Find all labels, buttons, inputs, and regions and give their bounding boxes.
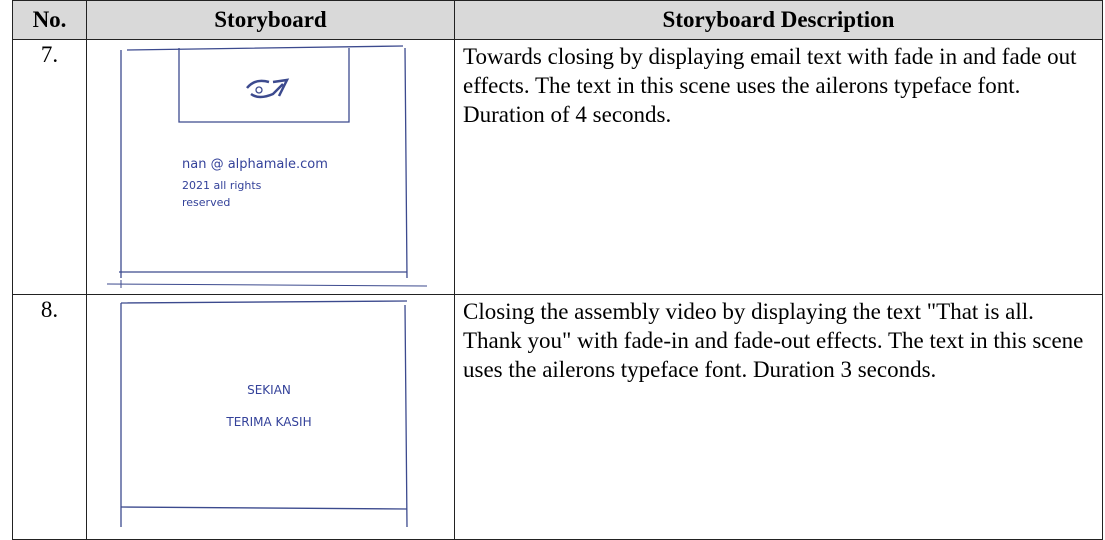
sketch: nan @ alphamale.com 2021 all rights rese… — [106, 45, 428, 288]
description: Towards closing by displaying email text… — [454, 39, 1103, 295]
sketch-cell: SEKIAN TERIMA KASIH — [86, 294, 455, 540]
header-cell: No. — [12, 0, 87, 40]
header-row: No. Storyboard Storyboard Description — [12, 0, 1103, 40]
row: 8. SEKIAN TERIMA KASIH Closing the assem… — [12, 294, 1103, 540]
sketch-text: SEKIAN — [247, 383, 291, 397]
page: {"table": { "header": ["No.", "Storyboar… — [12, 0, 1103, 540]
sketch: SEKIAN TERIMA KASIH — [120, 300, 408, 528]
sketch-text: reserved — [182, 196, 230, 209]
sketch-text: 2021 all rights — [182, 179, 262, 192]
row-number: 8. — [12, 294, 87, 540]
storyboard-table: No. Storyboard Storyboard Description 7.… — [12, 0, 1103, 540]
sketch-text: nan @ alphamale.com — [182, 157, 328, 172]
row: 7. nan @ alphamale.com 2021 all rights r… — [12, 39, 1103, 295]
sketch-text: TERIMA KASIH — [225, 415, 311, 429]
description: Closing the assembly video by displaying… — [454, 294, 1103, 540]
header-cell: Storyboard — [86, 0, 455, 40]
sketch-cell: nan @ alphamale.com 2021 all rights rese… — [86, 39, 455, 295]
row-number: 7. — [12, 39, 87, 295]
header-cell: Storyboard Description — [454, 0, 1103, 40]
